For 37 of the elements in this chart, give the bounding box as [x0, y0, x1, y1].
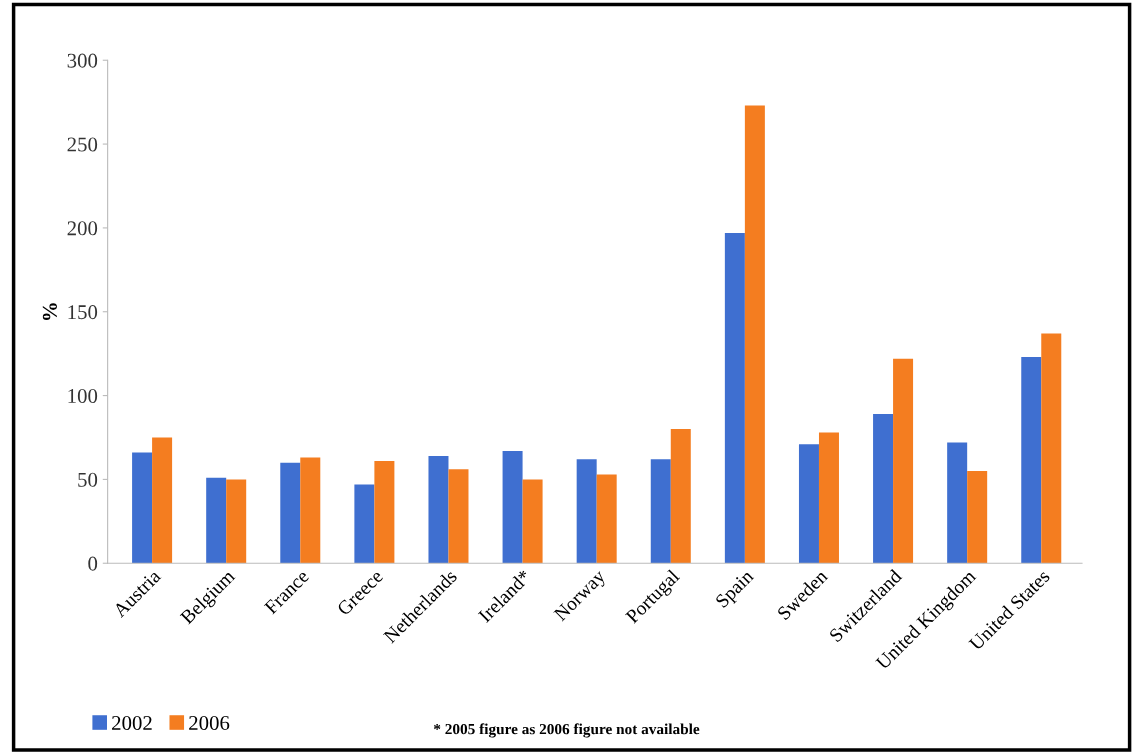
bar	[280, 462, 301, 564]
bar	[300, 457, 321, 564]
y-tick-label: 200	[67, 221, 98, 236]
y-tick-label: 250	[67, 137, 98, 152]
bar	[670, 429, 691, 564]
bar	[947, 442, 968, 564]
bar	[374, 460, 395, 564]
y-tick-label: 300	[67, 53, 98, 68]
bar	[152, 437, 173, 564]
bar	[967, 471, 988, 564]
y-axis-title: %	[42, 303, 57, 321]
y-tick-label: 0	[88, 556, 98, 571]
bar	[724, 232, 745, 564]
bar	[893, 358, 914, 564]
bar	[428, 455, 449, 564]
bar	[502, 450, 523, 564]
bar	[448, 469, 469, 564]
bar	[132, 452, 153, 564]
bar	[818, 432, 839, 564]
bar	[650, 459, 671, 564]
bar	[206, 477, 227, 564]
bar	[1041, 333, 1062, 564]
bar	[744, 105, 765, 564]
bar	[873, 414, 894, 564]
bar	[596, 474, 617, 564]
y-tick-label: 50	[78, 472, 98, 487]
y-tick-label: 100	[68, 388, 98, 404]
text: * 2005 figure as 2006 figure not available	[433, 723, 700, 738]
bar	[226, 479, 247, 564]
legend-label: 2006	[189, 715, 230, 731]
legend-label: 2002	[112, 715, 152, 731]
bar	[798, 444, 819, 564]
bar	[354, 484, 375, 564]
bar	[522, 479, 543, 564]
bar	[576, 459, 597, 564]
bar	[1021, 357, 1042, 564]
y-tick-label: 150	[68, 305, 98, 320]
